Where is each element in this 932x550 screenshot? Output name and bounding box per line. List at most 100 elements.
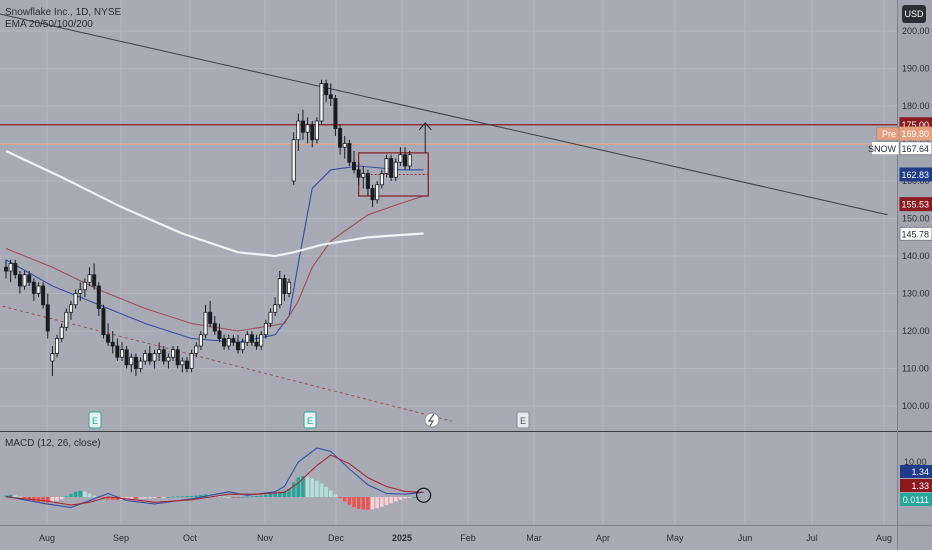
candle-body bbox=[384, 158, 389, 174]
candle bbox=[22, 271, 27, 290]
candle-body bbox=[161, 349, 166, 362]
macd-histogram-bar bbox=[329, 490, 333, 497]
price-tag-box bbox=[899, 226, 932, 241]
price-tag-value: 169.80 bbox=[901, 129, 929, 139]
macd-histogram-bar bbox=[152, 497, 157, 498]
candle bbox=[68, 301, 73, 320]
candle-body bbox=[203, 311, 208, 336]
candle-body bbox=[68, 304, 73, 313]
candle bbox=[4, 259, 9, 279]
candle-body bbox=[324, 83, 329, 96]
candle bbox=[171, 346, 176, 361]
candle bbox=[59, 323, 64, 343]
candle-body bbox=[365, 173, 370, 189]
candle bbox=[36, 282, 41, 298]
price-axis-tick: 150.00 bbox=[902, 214, 930, 224]
price-axis-tick: 100.00 bbox=[902, 401, 930, 411]
candle bbox=[208, 301, 213, 328]
candle-body bbox=[55, 338, 60, 354]
macd-histogram-bar bbox=[342, 497, 347, 502]
time-axis-label: 2025 bbox=[392, 533, 412, 543]
candle bbox=[338, 124, 343, 155]
macd-histogram-bar bbox=[259, 495, 263, 497]
candle bbox=[245, 331, 250, 346]
symbol-title[interactable]: Snowflake Inc., 1D, NYSE bbox=[5, 7, 122, 18]
candle-body bbox=[235, 341, 240, 351]
candle-body bbox=[133, 356, 138, 369]
macd-histogram-bar bbox=[356, 497, 361, 509]
candle bbox=[13, 259, 18, 279]
price-tag-label-box bbox=[871, 141, 900, 155]
macd-histogram-bar bbox=[333, 494, 338, 497]
candle bbox=[157, 342, 162, 361]
candle bbox=[222, 334, 227, 350]
macd-histogram-bar bbox=[361, 497, 366, 510]
candle bbox=[407, 151, 412, 170]
macd-histogram-bar bbox=[157, 497, 161, 498]
candle bbox=[194, 342, 199, 358]
candle bbox=[282, 274, 287, 301]
candle-body bbox=[351, 161, 356, 171]
ema-legend[interactable]: EMA 20/50/100/200 bbox=[5, 19, 93, 30]
candle-body bbox=[403, 154, 408, 167]
macd-histogram-bar bbox=[217, 495, 222, 497]
macd-histogram-bar bbox=[73, 491, 78, 497]
macd-histogram-bar bbox=[393, 497, 398, 502]
candle-body bbox=[4, 266, 9, 272]
candle-body bbox=[212, 323, 217, 332]
candle-body bbox=[254, 341, 259, 347]
candle-body bbox=[333, 98, 338, 129]
price-axis-background bbox=[897, 0, 932, 550]
candle bbox=[31, 278, 36, 301]
price-axis-tick: 200.00 bbox=[902, 26, 930, 36]
macd-legend[interactable]: MACD (12, 26, close) bbox=[5, 438, 101, 449]
candle-body bbox=[277, 278, 282, 306]
macd-histogram-bar bbox=[412, 497, 417, 498]
earnings-marker: E bbox=[88, 411, 102, 429]
candle-body bbox=[282, 278, 287, 294]
candle-body bbox=[124, 349, 129, 366]
candle bbox=[249, 331, 254, 346]
candle bbox=[324, 79, 329, 103]
earnings-marker-label: E bbox=[307, 416, 313, 426]
candle bbox=[314, 117, 319, 144]
candle-body bbox=[319, 83, 324, 122]
candle bbox=[45, 293, 50, 339]
macd-histogram-bar bbox=[282, 490, 287, 497]
macd-histogram-bar bbox=[185, 495, 189, 497]
candle bbox=[143, 349, 148, 365]
candle bbox=[124, 346, 129, 369]
candle bbox=[384, 154, 389, 178]
time-axis-label: May bbox=[666, 533, 684, 543]
candle-body bbox=[184, 360, 189, 369]
candle-body bbox=[147, 353, 152, 362]
candle-body bbox=[8, 263, 13, 272]
candle bbox=[152, 349, 157, 369]
candle-body bbox=[291, 139, 296, 182]
candle bbox=[55, 334, 60, 358]
candle-body bbox=[120, 349, 125, 358]
candle-body bbox=[36, 285, 41, 294]
candle bbox=[254, 334, 259, 350]
macd-histogram-bar bbox=[268, 493, 273, 497]
candle bbox=[8, 259, 13, 283]
macd-histogram-bar bbox=[273, 492, 277, 497]
macd-histogram-bar bbox=[240, 497, 245, 498]
candle bbox=[73, 289, 78, 309]
candle-body bbox=[314, 120, 319, 141]
time-axis-label: Jul bbox=[806, 533, 818, 543]
macd-value-tag: 1.33 bbox=[911, 481, 929, 491]
candle bbox=[41, 282, 46, 309]
candle-body bbox=[300, 120, 305, 133]
macd-histogram-bar bbox=[366, 497, 370, 510]
candle-body bbox=[328, 94, 333, 99]
macd-histogram-bar bbox=[236, 497, 240, 498]
candle-body bbox=[194, 345, 199, 354]
candle-body bbox=[347, 143, 352, 163]
candle-body bbox=[175, 349, 180, 366]
candle-body bbox=[78, 289, 83, 294]
macd-histogram-bar bbox=[384, 497, 389, 506]
candle-body bbox=[263, 323, 268, 336]
earnings-marker-box bbox=[516, 411, 530, 429]
